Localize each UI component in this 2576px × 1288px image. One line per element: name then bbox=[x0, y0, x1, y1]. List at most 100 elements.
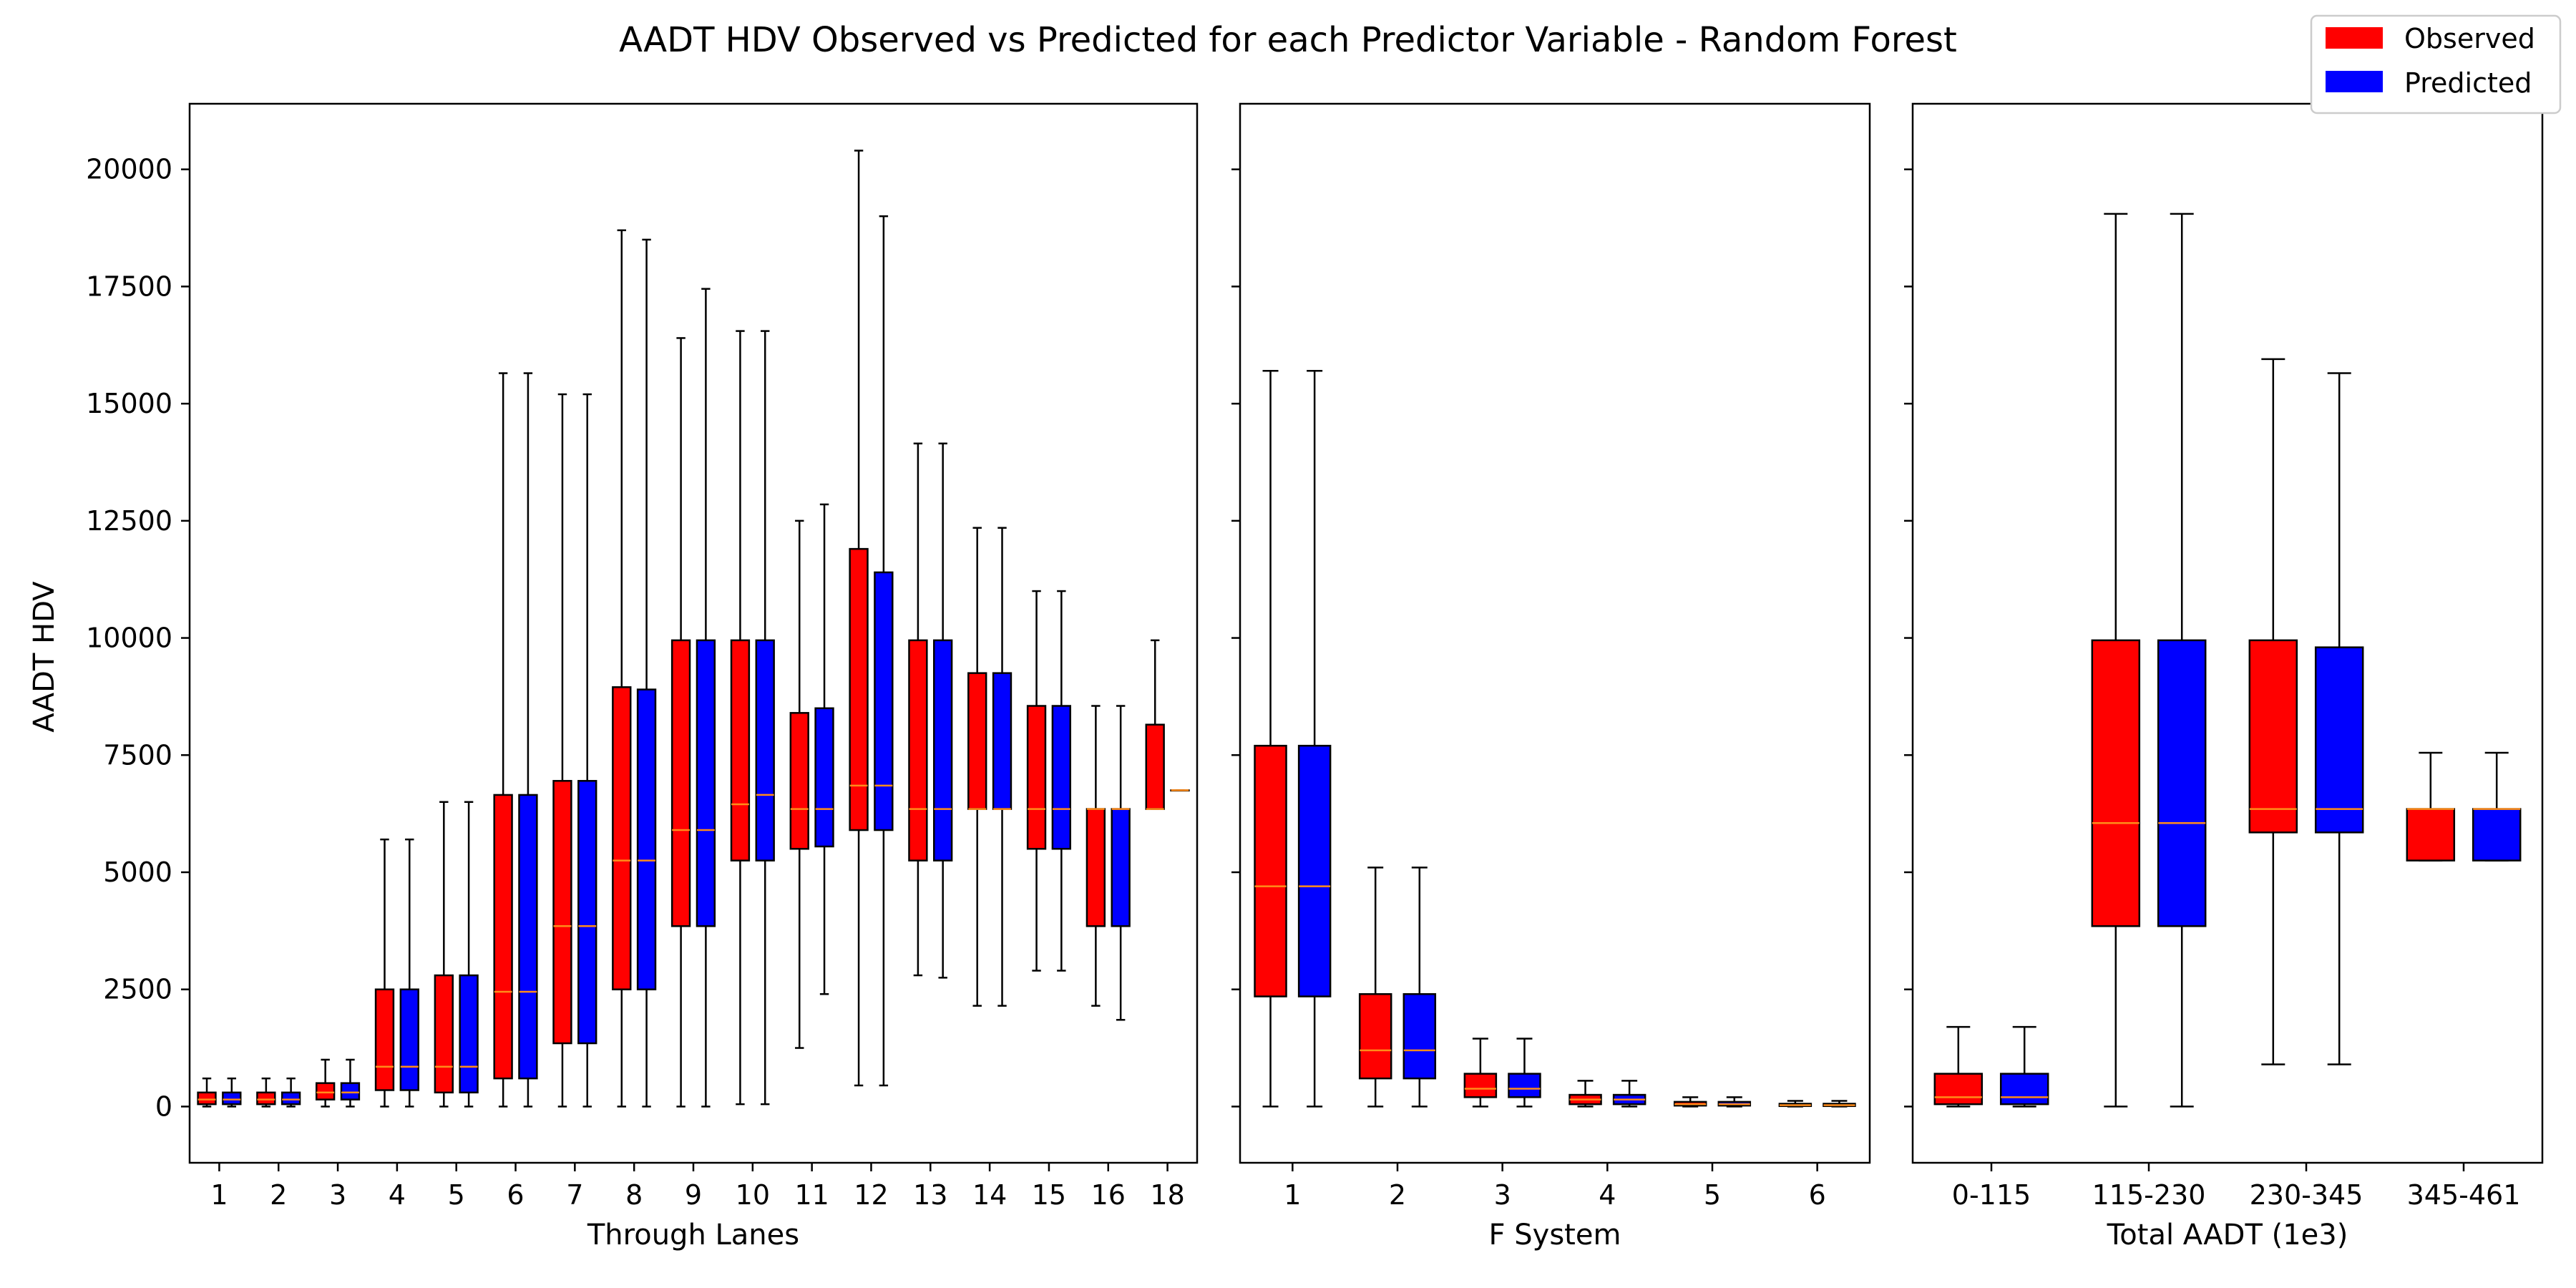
predicted-box bbox=[399, 838, 419, 1108]
box-group bbox=[1463, 1038, 1541, 1108]
x-tick-label: 9 bbox=[685, 1179, 702, 1211]
legend-swatch-predicted bbox=[2326, 71, 2383, 92]
box-group bbox=[434, 801, 479, 1108]
observed-box bbox=[1568, 1080, 1602, 1108]
x-tick-label: 8 bbox=[625, 1179, 643, 1211]
observed-iqr-box bbox=[1026, 705, 1047, 850]
observed-iqr-box bbox=[1085, 808, 1106, 927]
x-tick-label: 16 bbox=[1091, 1179, 1126, 1211]
predicted-box bbox=[636, 238, 657, 1108]
predicted-box bbox=[1508, 1038, 1541, 1108]
x-tick-label: 7 bbox=[566, 1179, 583, 1211]
panel-3: 0-115 115-230 230-345 345-461 Total AADT (1e… bbox=[1904, 102, 2544, 1252]
predicted-box bbox=[755, 330, 775, 1106]
x-tick-label: 6 bbox=[507, 1179, 524, 1211]
observed-iqr-box bbox=[789, 712, 809, 850]
observed-box bbox=[434, 801, 454, 1108]
legend-label-observed: Observed bbox=[2404, 23, 2535, 54]
observed-iqr-box bbox=[2406, 808, 2456, 862]
panel-2: 1 2 3 4 5 6 F System bbox=[1231, 102, 1871, 1252]
y-tick-label: 12500 bbox=[86, 505, 172, 537]
predicted-box bbox=[1717, 1096, 1752, 1108]
observed-iqr-box bbox=[2248, 639, 2298, 834]
x-tick-label: 3 bbox=[329, 1179, 346, 1211]
predicted-iqr-box bbox=[1111, 808, 1131, 927]
observed-box bbox=[1026, 590, 1047, 972]
predicted-box bbox=[2157, 213, 2207, 1108]
observed-iqr-box bbox=[1933, 1073, 1984, 1106]
observed-iqr-box bbox=[315, 1082, 336, 1101]
predicted-iqr-box bbox=[2157, 639, 2207, 927]
box-group bbox=[789, 503, 834, 1049]
observed-box bbox=[2406, 751, 2456, 862]
box-group bbox=[612, 229, 657, 1108]
predicted-box bbox=[222, 1077, 242, 1108]
panel-frame bbox=[188, 102, 1199, 1164]
observed-iqr-box bbox=[1358, 992, 1392, 1080]
observed-box bbox=[612, 229, 632, 1108]
observed-iqr-box bbox=[374, 988, 395, 1091]
observed-box bbox=[256, 1077, 276, 1108]
predicted-box bbox=[1999, 1025, 2049, 1108]
predicted-iqr-box bbox=[222, 1091, 242, 1106]
predicted-iqr-box bbox=[1297, 744, 1332, 997]
observed-box bbox=[1254, 370, 1287, 1108]
predicted-iqr-box bbox=[340, 1082, 361, 1101]
box-group bbox=[374, 838, 419, 1108]
predicted-box bbox=[696, 288, 716, 1108]
x-tick-label: 13 bbox=[913, 1179, 947, 1211]
box-group bbox=[849, 150, 894, 1087]
observed-box bbox=[552, 393, 572, 1108]
observed-box bbox=[1933, 1025, 1984, 1108]
predicted-box bbox=[874, 215, 894, 1087]
predicted-box bbox=[2314, 372, 2364, 1065]
y-axis-label: AADT HDV bbox=[28, 581, 61, 733]
x-tick-label: 15 bbox=[1032, 1179, 1066, 1211]
box-group bbox=[197, 1077, 242, 1108]
observed-iqr-box bbox=[730, 639, 751, 862]
box-group bbox=[1145, 639, 1190, 810]
predicted-iqr-box bbox=[933, 639, 953, 862]
legend-swatch-observed bbox=[2326, 27, 2383, 49]
predicted-iqr-box bbox=[577, 780, 597, 1045]
x-axis-label: Total AADT (1e3) bbox=[2107, 1219, 2348, 1252]
observed-iqr-box bbox=[2091, 639, 2141, 927]
predicted-iqr-box bbox=[1402, 992, 1437, 1080]
predicted-iqr-box bbox=[874, 571, 894, 831]
observed-iqr-box bbox=[612, 686, 632, 990]
box-group bbox=[2406, 751, 2522, 862]
panel-frame bbox=[1911, 102, 2544, 1164]
x-tick-label: 115-230 bbox=[2092, 1179, 2206, 1211]
predicted-iqr-box bbox=[814, 707, 834, 848]
observed-box bbox=[1463, 1038, 1498, 1108]
predicted-box bbox=[992, 527, 1013, 1007]
observed-iqr-box bbox=[908, 639, 928, 862]
legend-label-predicted: Predicted bbox=[2404, 67, 2532, 99]
x-tick-label: 230-345 bbox=[2250, 1179, 2363, 1211]
y-tick-label: 10000 bbox=[86, 623, 172, 654]
x-tick-label: 0-115 bbox=[1952, 1179, 2031, 1211]
observed-box bbox=[1358, 867, 1392, 1108]
observed-iqr-box bbox=[967, 672, 987, 810]
predicted-box bbox=[1051, 590, 1072, 972]
predicted-box bbox=[1297, 370, 1332, 1108]
y-tick-label: 5000 bbox=[103, 857, 172, 888]
observed-box bbox=[670, 337, 691, 1108]
x-tick-label: 4 bbox=[389, 1179, 406, 1211]
box-group bbox=[2248, 358, 2364, 1065]
observed-box bbox=[1145, 639, 1165, 810]
x-tick-label: 11 bbox=[794, 1179, 829, 1211]
x-tick-label: 4 bbox=[1599, 1179, 1616, 1211]
observed-box bbox=[789, 519, 809, 1049]
x-tick-label: 2 bbox=[1389, 1179, 1406, 1211]
predicted-iqr-box bbox=[992, 672, 1013, 810]
predicted-iqr-box bbox=[1508, 1073, 1541, 1098]
predicted-box bbox=[1170, 789, 1190, 792]
observed-iqr-box bbox=[1463, 1073, 1498, 1098]
x-tick-label: 18 bbox=[1150, 1179, 1184, 1211]
observed-box bbox=[493, 372, 513, 1108]
x-tick-label: 3 bbox=[1494, 1179, 1511, 1211]
observed-box bbox=[908, 442, 928, 977]
predicted-iqr-box bbox=[518, 794, 538, 1080]
